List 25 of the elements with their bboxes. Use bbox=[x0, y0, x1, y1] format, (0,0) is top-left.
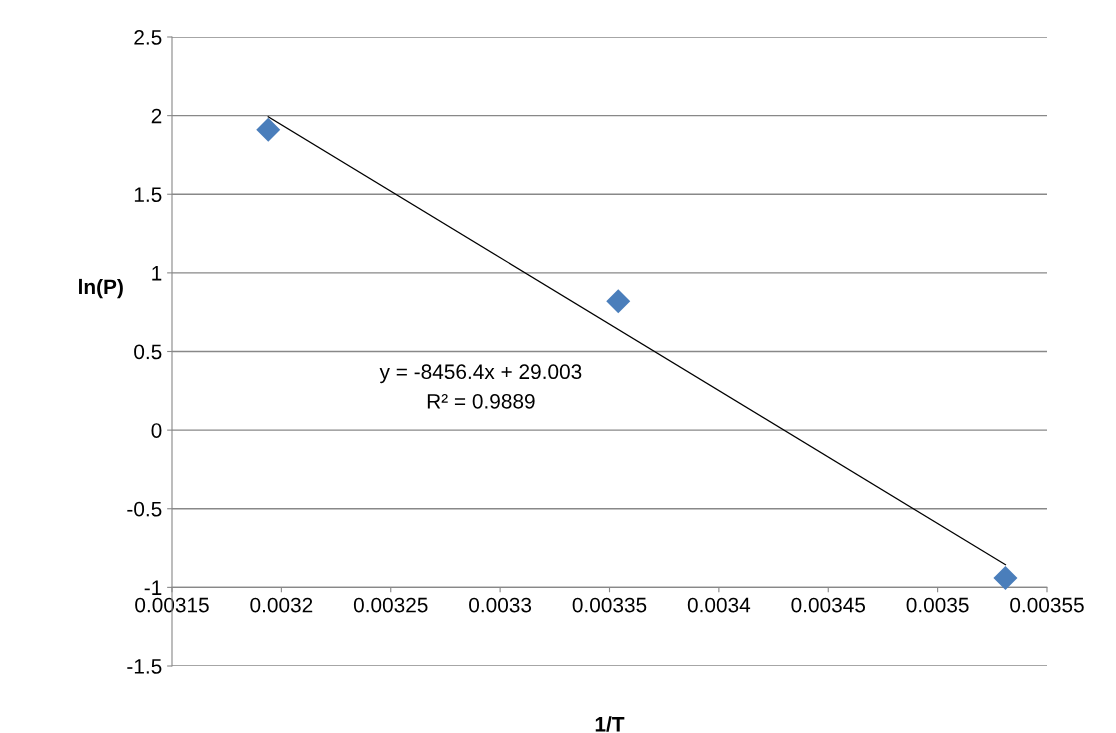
point bbox=[256, 117, 281, 142]
x-tick-label: 0.00335 bbox=[572, 597, 647, 613]
y-tick-label: -1 bbox=[144, 580, 162, 595]
x-tick-label: 0.00355 bbox=[1010, 597, 1084, 613]
x-tick-label: 0.0032 bbox=[250, 597, 313, 613]
x-tick-label: 0.00345 bbox=[791, 597, 866, 613]
x-axis-title: 1/T bbox=[595, 716, 625, 732]
x-tick-label: 0.00325 bbox=[353, 597, 428, 613]
x-tick-label: 0.0034 bbox=[687, 597, 751, 613]
y-tick-label: 0 bbox=[151, 423, 162, 438]
point bbox=[993, 565, 1018, 590]
annotation: y = -8456.4x + 29.003 bbox=[379, 364, 582, 384]
y-tick-label: 2.5 bbox=[134, 30, 162, 45]
y-tick-label: -1.5 bbox=[127, 659, 162, 674]
x-tick-label: 0.00315 bbox=[135, 597, 209, 613]
y-tick-label: 2 bbox=[151, 108, 162, 124]
y-tick-label: -0.5 bbox=[127, 501, 162, 517]
point bbox=[606, 289, 631, 314]
x-tick-label: 0.0033 bbox=[469, 597, 532, 613]
annotation: R² = 0.9889 bbox=[427, 393, 535, 409]
y-axis-title: ln(P) bbox=[79, 278, 123, 299]
y-tick-label: 1.5 bbox=[134, 187, 162, 202]
x-tick-label: 0.0035 bbox=[906, 597, 969, 613]
y-tick-label: 1 bbox=[152, 266, 162, 281]
y-tick-label: 0.5 bbox=[134, 344, 162, 360]
